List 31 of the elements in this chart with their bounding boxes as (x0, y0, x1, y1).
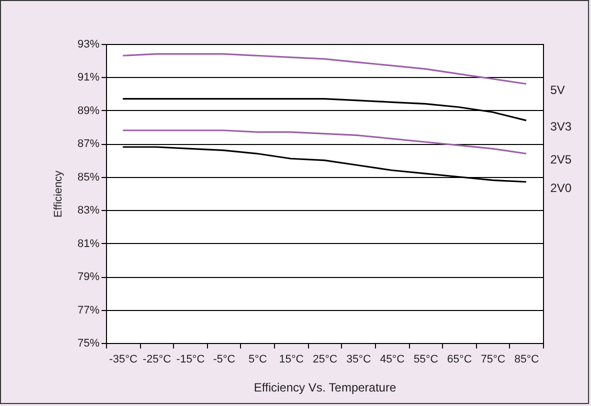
x-tick-label: 35°C (346, 354, 371, 366)
y-tick-label: 83% (77, 204, 100, 217)
text: 2V0 (550, 180, 572, 195)
y-tick-label: 93% (77, 38, 100, 50)
x-tick-label: 15°C (279, 354, 304, 366)
y-tick-label: 79% (77, 271, 100, 284)
y-tick-label: 91% (77, 72, 100, 84)
y-tick-label: 85% (77, 171, 100, 184)
x-tick-label: 25°C (312, 354, 338, 366)
x-tick-label: 5°C (248, 354, 268, 366)
x-axis-title: Efficiency Vs. Temperature (254, 380, 396, 394)
x-tick-label: 85°C (514, 354, 540, 366)
y-tick-label: 89% (77, 104, 100, 117)
x-tick-label: 55°C (414, 354, 438, 366)
line-series (122, 53, 527, 85)
x-tick-label: -35°C (109, 354, 138, 366)
y-tick-label: 77% (77, 304, 100, 316)
y-tick-label: 81% (77, 238, 100, 250)
x-tick-label: 75°C (480, 354, 506, 366)
text: 2V5 (550, 152, 572, 167)
text: 5V (550, 82, 565, 97)
y-axis-title: Efficiency (52, 170, 64, 218)
x-tick-label: -5°C (213, 354, 236, 366)
line-series (122, 130, 527, 154)
y-tick-label: 75% (77, 338, 100, 350)
x-tick-label: -15°C (176, 354, 205, 366)
text: 3V3 (550, 119, 572, 134)
x-tick-label: 65°C (447, 354, 472, 366)
y-tick-label: 87% (77, 138, 100, 150)
x-tick-label: -25°C (142, 354, 172, 366)
x-tick-label: 45°C (380, 354, 405, 366)
